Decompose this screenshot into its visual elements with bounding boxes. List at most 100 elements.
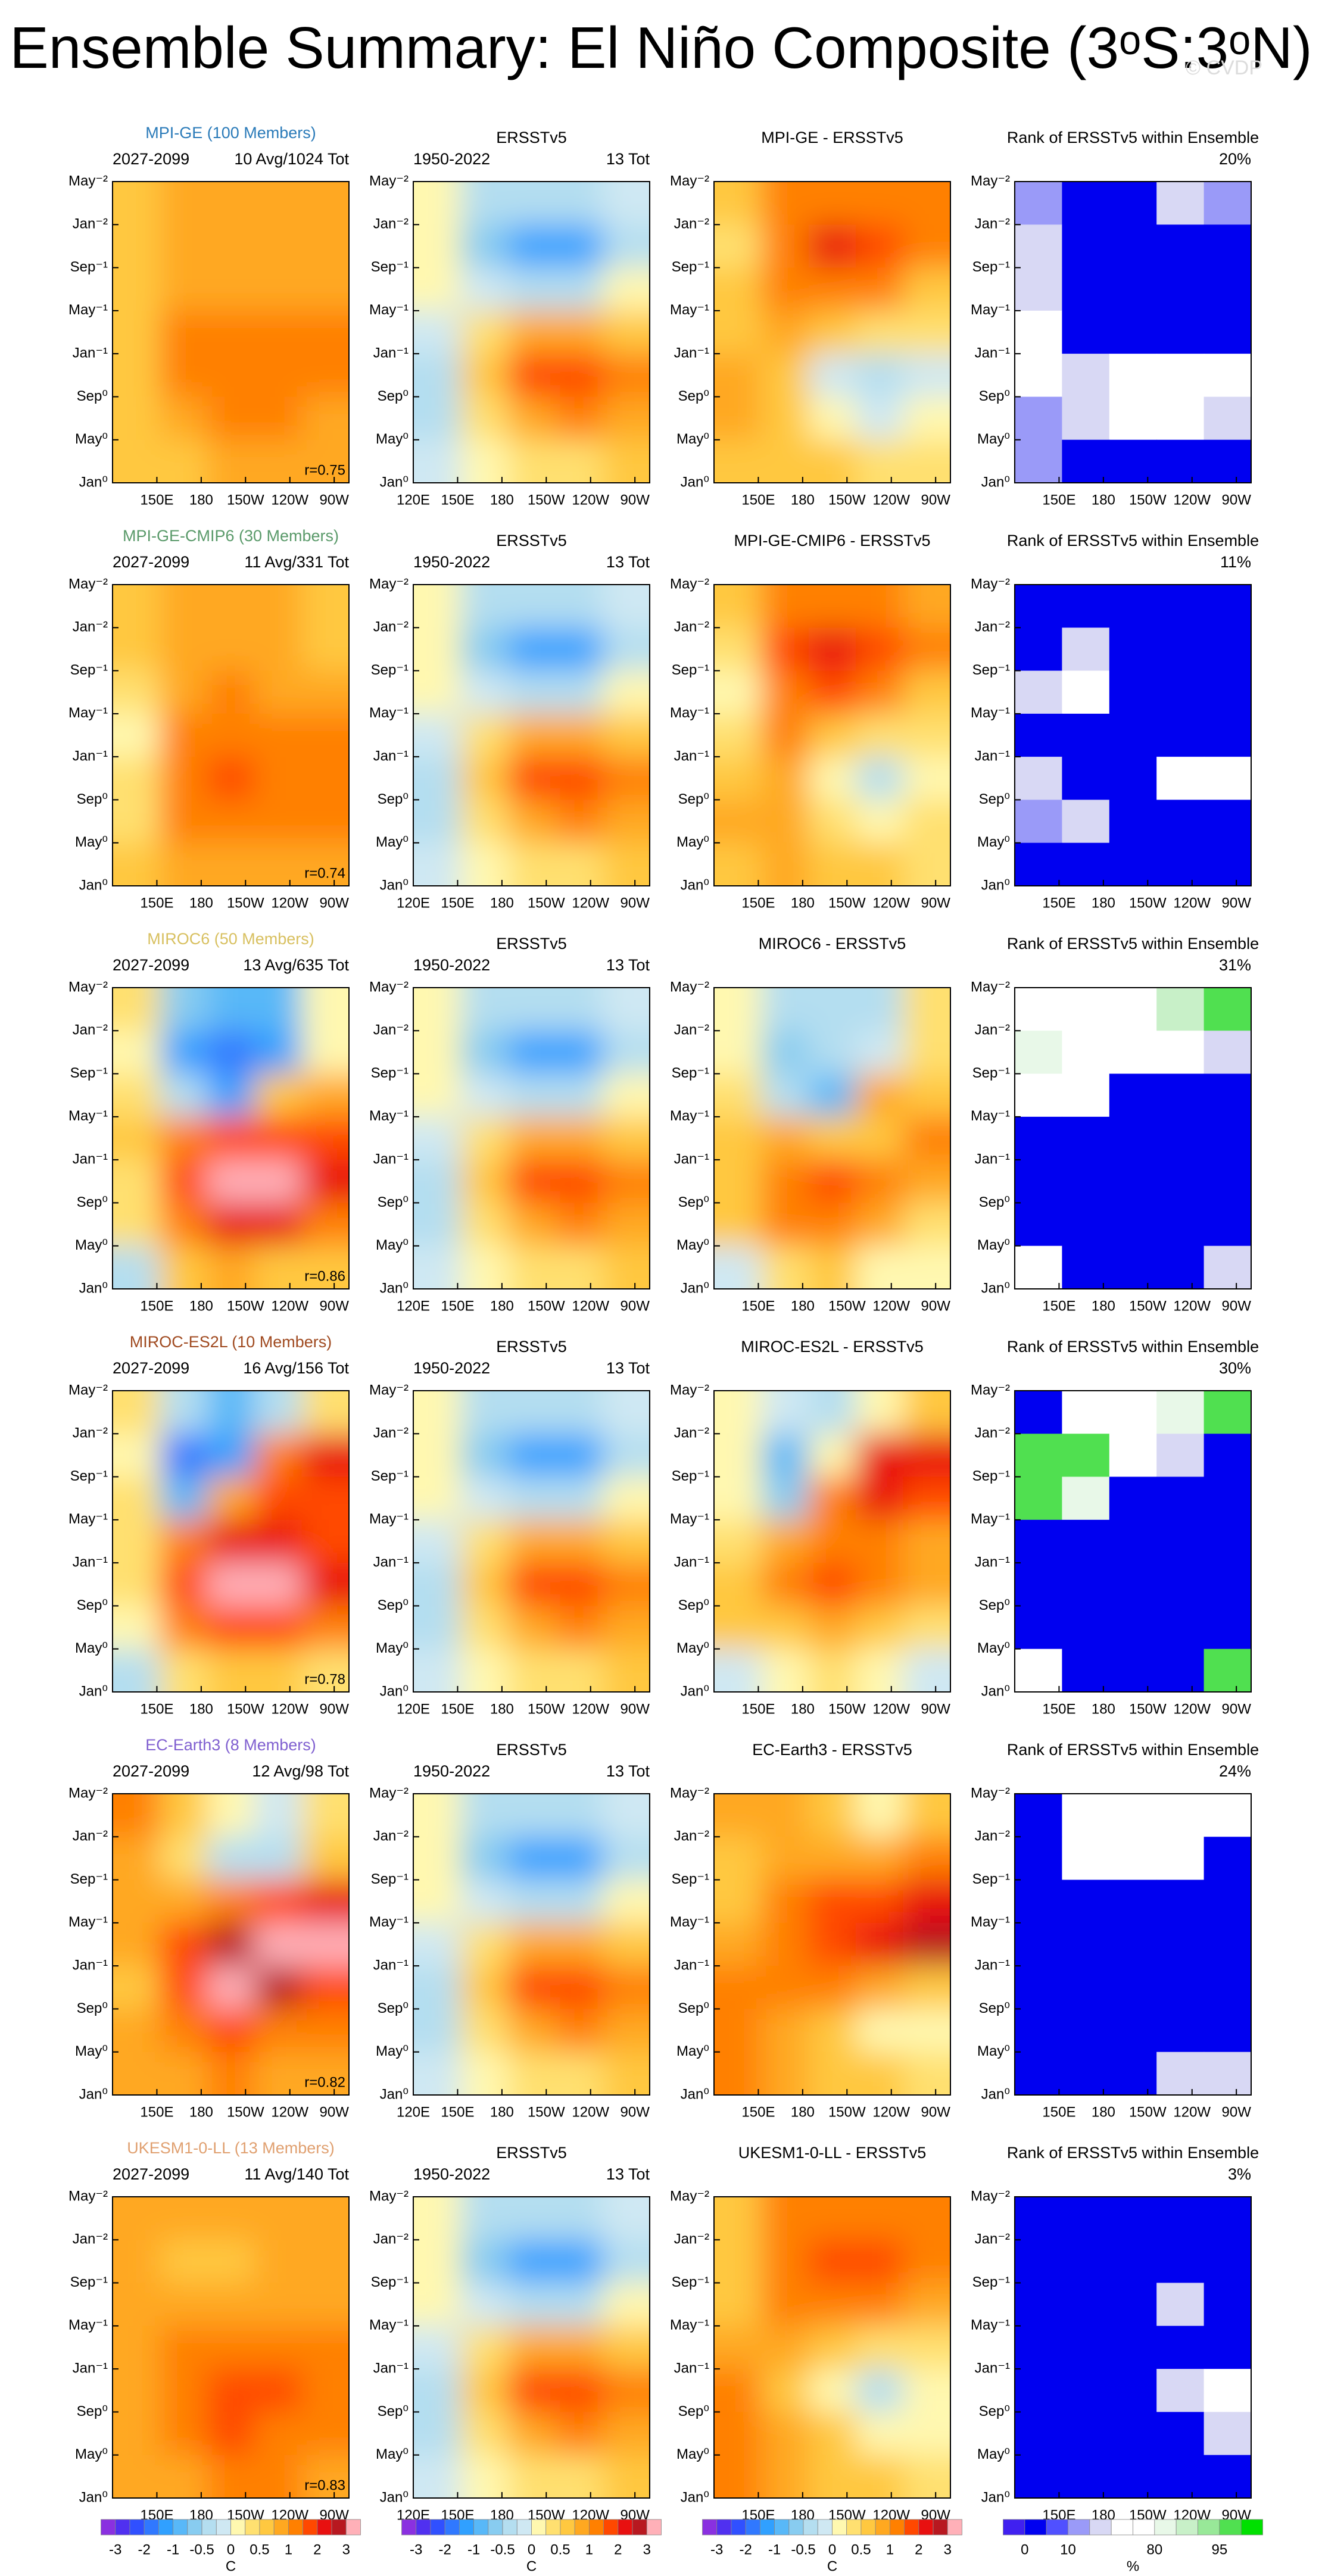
colorbar-box: [618, 2519, 633, 2536]
cell: [1203, 1434, 1251, 1478]
cell: [413, 2009, 461, 2053]
cell: [602, 2240, 650, 2284]
x-tick-label: 150E: [140, 1701, 173, 1717]
cell: [207, 1073, 255, 1117]
colorbar-tick-label: 1: [886, 2541, 894, 2558]
colorbar-box: [545, 2519, 561, 2536]
cell: [254, 1203, 303, 1247]
cell: [301, 1879, 349, 1924]
cell: [1015, 1476, 1062, 1520]
cell: [761, 1434, 809, 1478]
y-tick-label: May⁰: [75, 431, 108, 447]
cell: [714, 842, 762, 886]
cell: [856, 2052, 904, 2095]
colorbar-tick-label: 80: [1146, 2541, 1162, 2558]
plot-frame: [112, 584, 350, 886]
y-tick-label: Sep⁻¹: [70, 259, 108, 275]
cell: [903, 2009, 950, 2053]
cell: [507, 1879, 556, 1924]
x-tick-label: 150W: [1129, 1298, 1167, 1314]
y-tick-label: May⁰: [977, 2446, 1010, 2462]
cell: [555, 1606, 603, 1650]
cell: [602, 2455, 650, 2498]
cell: [1203, 713, 1251, 757]
cell: [301, 182, 349, 225]
cell: [413, 1203, 461, 1247]
cell: [856, 1434, 904, 1478]
colorbar-box: [1068, 2519, 1090, 2536]
left-label: 2027-2099: [113, 150, 189, 168]
plot-area: [413, 988, 650, 1289]
cell: [207, 2455, 255, 2498]
cell: [856, 1245, 904, 1289]
cell: [602, 1203, 650, 1247]
cell: [160, 2283, 208, 2327]
cell: [808, 1031, 856, 1075]
y-tick-label: Sep⁻¹: [972, 259, 1010, 275]
cell: [1203, 2369, 1251, 2413]
plot-frame: [413, 181, 650, 483]
y-tick-label: Jan⁻¹: [674, 345, 709, 361]
cell: [113, 1922, 160, 1966]
colorbar-tick-label: -2: [138, 2541, 150, 2558]
x-tick-label: 180: [189, 895, 213, 911]
cell: [413, 1031, 461, 1075]
y-tick-label: Jan⁻¹: [975, 1957, 1010, 1973]
cell: [113, 224, 160, 268]
cell: [460, 1837, 509, 1881]
cell: [1203, 2197, 1251, 2240]
cell: [714, 2369, 762, 2413]
cell: [1203, 1606, 1251, 1650]
cell: [808, 354, 856, 398]
y-tick-label: Sep⁰: [77, 1194, 108, 1210]
cell: [856, 2369, 904, 2413]
y-tick-label: May⁰: [75, 834, 108, 850]
cell: [1156, 988, 1205, 1031]
x-tick-label: 150E: [441, 1701, 474, 1717]
y-tick-label: Jan⁰: [79, 474, 108, 490]
plot-area: [714, 2197, 950, 2498]
y-tick-label: May⁰: [376, 1640, 409, 1656]
cell: [602, 585, 650, 628]
cell: [903, 2240, 950, 2284]
cell: [1015, 1606, 1062, 1650]
cell: [207, 2052, 255, 2095]
cell: [1062, 1648, 1110, 1692]
x-tick-label: 120E: [397, 1701, 430, 1717]
y-tick-label: Jan⁰: [79, 1683, 108, 1699]
cell: [460, 1879, 509, 1924]
cell: [460, 2197, 509, 2240]
cell: [602, 1519, 650, 1563]
panel-title: MPI-GE-CMIP6 (30 Members): [123, 527, 339, 545]
colorbar-box: [933, 2519, 948, 2536]
cell: [113, 310, 160, 354]
cell: [1015, 1203, 1062, 1247]
cell: [1203, 1519, 1251, 1563]
x-tick-label: 150E: [140, 1298, 173, 1314]
colorbar-tick-label: -3: [109, 2541, 121, 2558]
plot-frame: [713, 987, 951, 1289]
cell: [301, 1116, 349, 1160]
x-tick-label: 150E: [441, 1298, 474, 1314]
cell: [1109, 2369, 1157, 2413]
colorbar-box: [817, 2519, 833, 2536]
cell: [160, 585, 208, 628]
colorbar-tick-label: -2: [438, 2541, 451, 2558]
plot-frame: [413, 1390, 650, 1693]
cell: [1062, 310, 1110, 354]
cell: [808, 1160, 856, 1204]
cell: [507, 757, 556, 801]
cell: [113, 1031, 160, 1075]
plot-frame: [1014, 987, 1252, 1289]
cell: [856, 1116, 904, 1160]
plot-area: [714, 182, 950, 483]
y-tick-label: Sep⁰: [979, 1597, 1010, 1613]
cell: [1203, 1563, 1251, 1607]
cell: [254, 713, 303, 757]
x-tick-label: 120W: [572, 895, 609, 911]
cell: [160, 670, 208, 714]
cell: [555, 1648, 603, 1692]
cell: [856, 988, 904, 1031]
cell: [1015, 1434, 1062, 1478]
colorbar-label: %: [1127, 2558, 1139, 2574]
